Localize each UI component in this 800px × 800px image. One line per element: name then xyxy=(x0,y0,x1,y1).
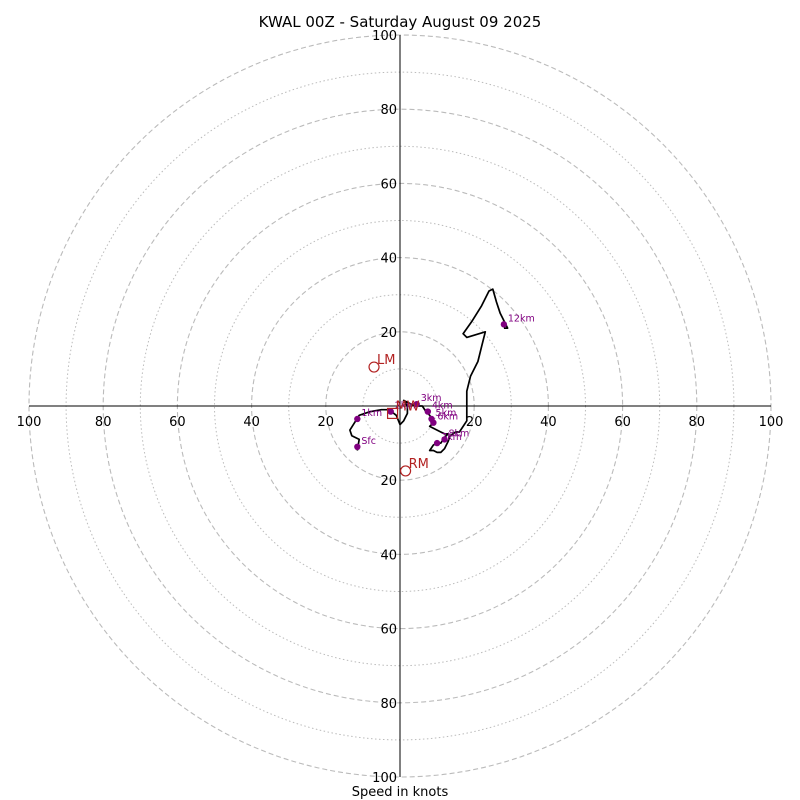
storm-motion-mw xyxy=(386,407,399,420)
storm-motion-label-lm: LM xyxy=(377,353,395,368)
tick-label: 20 xyxy=(380,326,397,341)
tick-label: 80 xyxy=(689,415,706,430)
height-label-Sfc: Sfc xyxy=(361,436,376,447)
tick-label: 20 xyxy=(318,415,335,430)
storm-motion-label-rm: RM xyxy=(409,457,429,472)
wind-trace xyxy=(349,288,509,454)
storm-motion-lm xyxy=(368,361,380,373)
height-label-4km: 4km xyxy=(432,401,453,412)
height-point-12km xyxy=(500,321,508,328)
height-label-12km: 12km xyxy=(508,313,535,324)
tick-label: 60 xyxy=(380,177,397,192)
storm-motion-markers: LM RM MW xyxy=(368,353,429,477)
height-point-2km xyxy=(387,408,394,415)
tick-label: 40 xyxy=(540,415,557,430)
tick-label: 100 xyxy=(759,415,784,430)
height-label-7km: 7km xyxy=(441,432,462,443)
tick-label: 100 xyxy=(17,415,42,430)
height-label-1km: 1km xyxy=(361,408,382,419)
x-axis-label: Speed in knots xyxy=(352,785,449,800)
height-point-3km xyxy=(413,400,420,408)
height-point-6km xyxy=(430,419,437,426)
tick-label: 40 xyxy=(243,415,260,430)
tick-label: 60 xyxy=(380,623,397,638)
height-point-Sfc xyxy=(354,443,361,451)
tick-label: 100 xyxy=(372,771,397,786)
height-label-5km: 5km xyxy=(436,408,457,419)
height-label-6km: 6km xyxy=(437,412,458,423)
storm-motion-label-mw: MW xyxy=(396,399,420,414)
tick-label: 20 xyxy=(380,474,397,489)
tick-label: 60 xyxy=(169,415,186,430)
tick-label: 80 xyxy=(380,697,397,712)
chart-title: KWAL 00Z - Saturday August 09 2025 xyxy=(259,13,542,31)
height-label-8km: 8km xyxy=(449,428,470,439)
tick-label: 80 xyxy=(95,415,112,430)
wind-trace-line xyxy=(349,288,509,454)
height-point-8km xyxy=(441,436,448,443)
axes xyxy=(29,35,771,777)
tick-label: 40 xyxy=(380,548,397,563)
height-label-2km: 2km xyxy=(395,401,416,412)
tick-label: 20 xyxy=(466,415,483,430)
tick-label: 100 xyxy=(372,29,397,44)
tick-label: 40 xyxy=(380,252,397,267)
height-label-3km: 3km xyxy=(421,393,442,404)
height-point-1km xyxy=(354,415,361,423)
height-point-4km xyxy=(424,408,432,415)
tick-label: 60 xyxy=(614,415,631,430)
height-point-7km xyxy=(433,439,441,447)
storm-motion-rm xyxy=(399,465,412,477)
tick-label: 80 xyxy=(380,103,397,118)
ring-tick-labels: 20 20 20 20 40 40 40 40 60 60 60 60 80 80 80 80 100 100 10… xyxy=(17,29,784,786)
